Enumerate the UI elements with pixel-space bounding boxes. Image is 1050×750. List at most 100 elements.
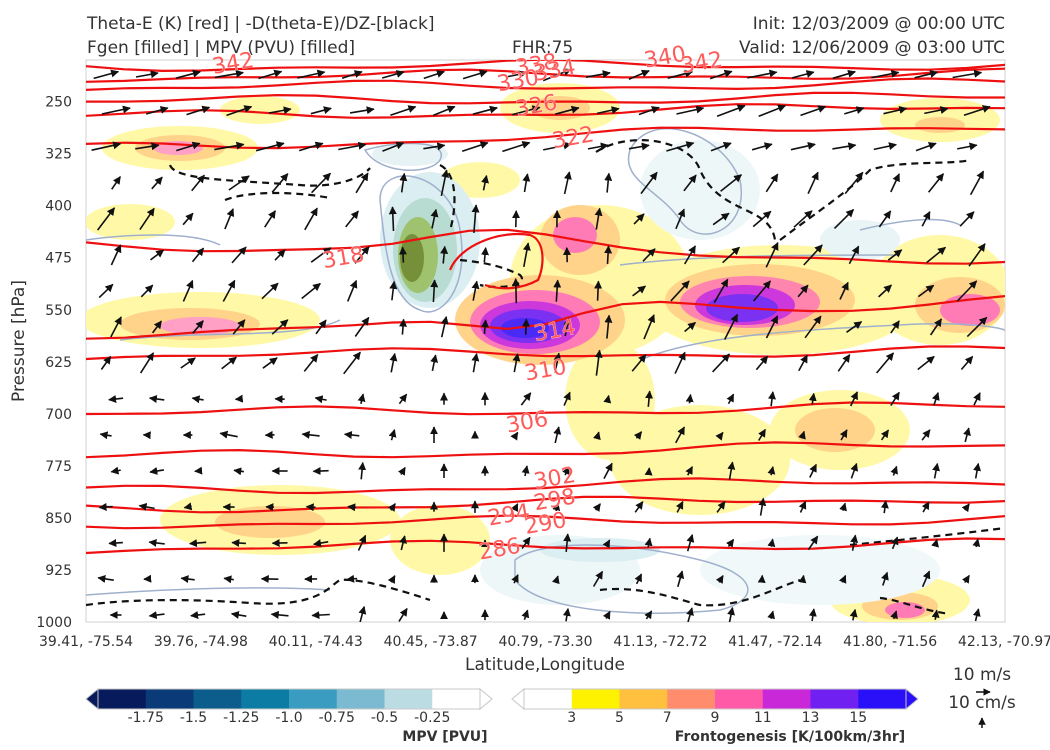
wind-vector xyxy=(543,141,572,151)
y-tick-label: 850 xyxy=(45,511,72,527)
wind-vector xyxy=(150,249,165,261)
wind-vector xyxy=(233,467,245,476)
forecast-hour: FHR:75 xyxy=(512,38,574,58)
wind-vector xyxy=(726,538,735,548)
wind-vector xyxy=(358,605,367,622)
wind-vector xyxy=(148,611,165,620)
wind-vector xyxy=(640,171,658,195)
mpv-colorbar-swatch xyxy=(289,689,338,709)
wind-vector xyxy=(108,538,123,547)
wind-vector xyxy=(382,141,405,152)
wind-vector xyxy=(388,206,397,232)
wind-vector xyxy=(871,69,900,79)
wind-vector xyxy=(349,106,375,115)
wind-vector xyxy=(921,210,931,227)
wind-vector xyxy=(347,503,357,512)
wind-vector xyxy=(430,208,439,229)
wind-vector xyxy=(110,316,122,338)
wind-vector xyxy=(554,105,580,115)
wind-vector xyxy=(214,141,245,151)
wind-vector xyxy=(686,534,695,552)
wind-vector xyxy=(358,461,367,480)
wind-vector xyxy=(848,245,860,265)
wind-vector xyxy=(108,395,124,403)
wind-vector xyxy=(921,501,930,513)
wind-vector xyxy=(712,353,730,373)
wind-vector xyxy=(262,357,278,369)
wind-vector xyxy=(963,427,971,443)
wind-vector xyxy=(667,69,694,79)
y-axis: 250 325 400 475 550 625 700 775 850 925 1000 xyxy=(36,95,72,631)
title-line1: Theta-E (K) [red] | -D(theta-E)/DZ-[blac… xyxy=(87,14,435,34)
wind-vector xyxy=(232,319,246,335)
wind-vector xyxy=(675,208,686,230)
wind-vector xyxy=(839,281,849,300)
wind-vector xyxy=(798,500,807,513)
wind-vector xyxy=(521,465,530,477)
fgen-colorbar-swatch xyxy=(667,689,716,709)
wind-vector xyxy=(271,319,289,335)
wind-vector xyxy=(932,462,940,479)
wind-vector xyxy=(914,70,939,79)
wind-vector xyxy=(644,537,653,548)
fgen-colorbar-swatch xyxy=(715,689,764,709)
wind-vector xyxy=(602,610,611,620)
wind-vector xyxy=(797,284,809,298)
wind-vector xyxy=(878,210,892,228)
wind-vector xyxy=(214,69,244,79)
wind-vector xyxy=(398,246,407,263)
wind-vector xyxy=(807,535,819,551)
wind-vector xyxy=(666,141,695,152)
theta-e-line xyxy=(86,295,1005,340)
wind-vector xyxy=(844,106,865,115)
wind-vector xyxy=(873,142,897,151)
wind-vector xyxy=(191,395,204,404)
wind-vector xyxy=(921,429,931,441)
valid-time: Valid: 12/06/2009 @ 03:00 UTC xyxy=(739,38,1005,58)
wind-vector xyxy=(182,279,194,302)
wind-vector xyxy=(310,106,332,115)
wind-vector xyxy=(890,173,900,193)
wind-vector xyxy=(258,69,283,80)
wind-vector xyxy=(956,280,978,302)
wind-vector xyxy=(973,392,981,406)
wind-vector xyxy=(790,141,816,151)
x-tick-label: 40.79, -73.30 xyxy=(498,634,592,650)
mpv-outline-contours xyxy=(86,127,1005,614)
wind-vector xyxy=(644,610,653,620)
theta-e-contours xyxy=(86,60,1005,555)
fgen-tick-label: 3 xyxy=(567,710,576,726)
theta-e-label: 302 xyxy=(532,463,578,495)
wind-vector xyxy=(712,212,730,226)
wind-vector xyxy=(931,538,939,548)
y-tick-label: 550 xyxy=(45,303,72,319)
wind-vector xyxy=(522,173,531,193)
wind-vector xyxy=(139,207,155,231)
wind-vector xyxy=(751,142,773,151)
wind-vector xyxy=(98,502,113,511)
mpv-tick-label: -0.75 xyxy=(319,710,355,726)
wind-vector xyxy=(301,282,321,300)
wind-vector xyxy=(522,242,531,268)
wind-vector xyxy=(592,503,601,512)
wind-vector xyxy=(111,176,121,190)
wind-vector xyxy=(931,609,940,620)
wind-vector xyxy=(551,575,560,585)
wind-vector xyxy=(135,70,159,79)
fgen-colorbar-swatch xyxy=(762,689,811,709)
wind-vector xyxy=(880,500,889,514)
wind-vector xyxy=(768,391,776,407)
wind-vector xyxy=(315,319,327,335)
wind-vector xyxy=(521,609,530,621)
vector-key-horizontal: 10 m/s xyxy=(953,665,1011,685)
mpv-colorbar-swatch xyxy=(145,689,194,709)
wind-vector xyxy=(634,501,644,513)
wind-vector xyxy=(472,105,498,115)
theta-e-line xyxy=(86,441,1005,459)
wind-vector xyxy=(423,70,445,80)
wind-vector xyxy=(192,320,204,334)
wind-vector xyxy=(98,283,114,299)
wind-vector xyxy=(890,391,900,407)
wind-vector xyxy=(298,141,324,152)
wind-vector xyxy=(674,426,686,444)
